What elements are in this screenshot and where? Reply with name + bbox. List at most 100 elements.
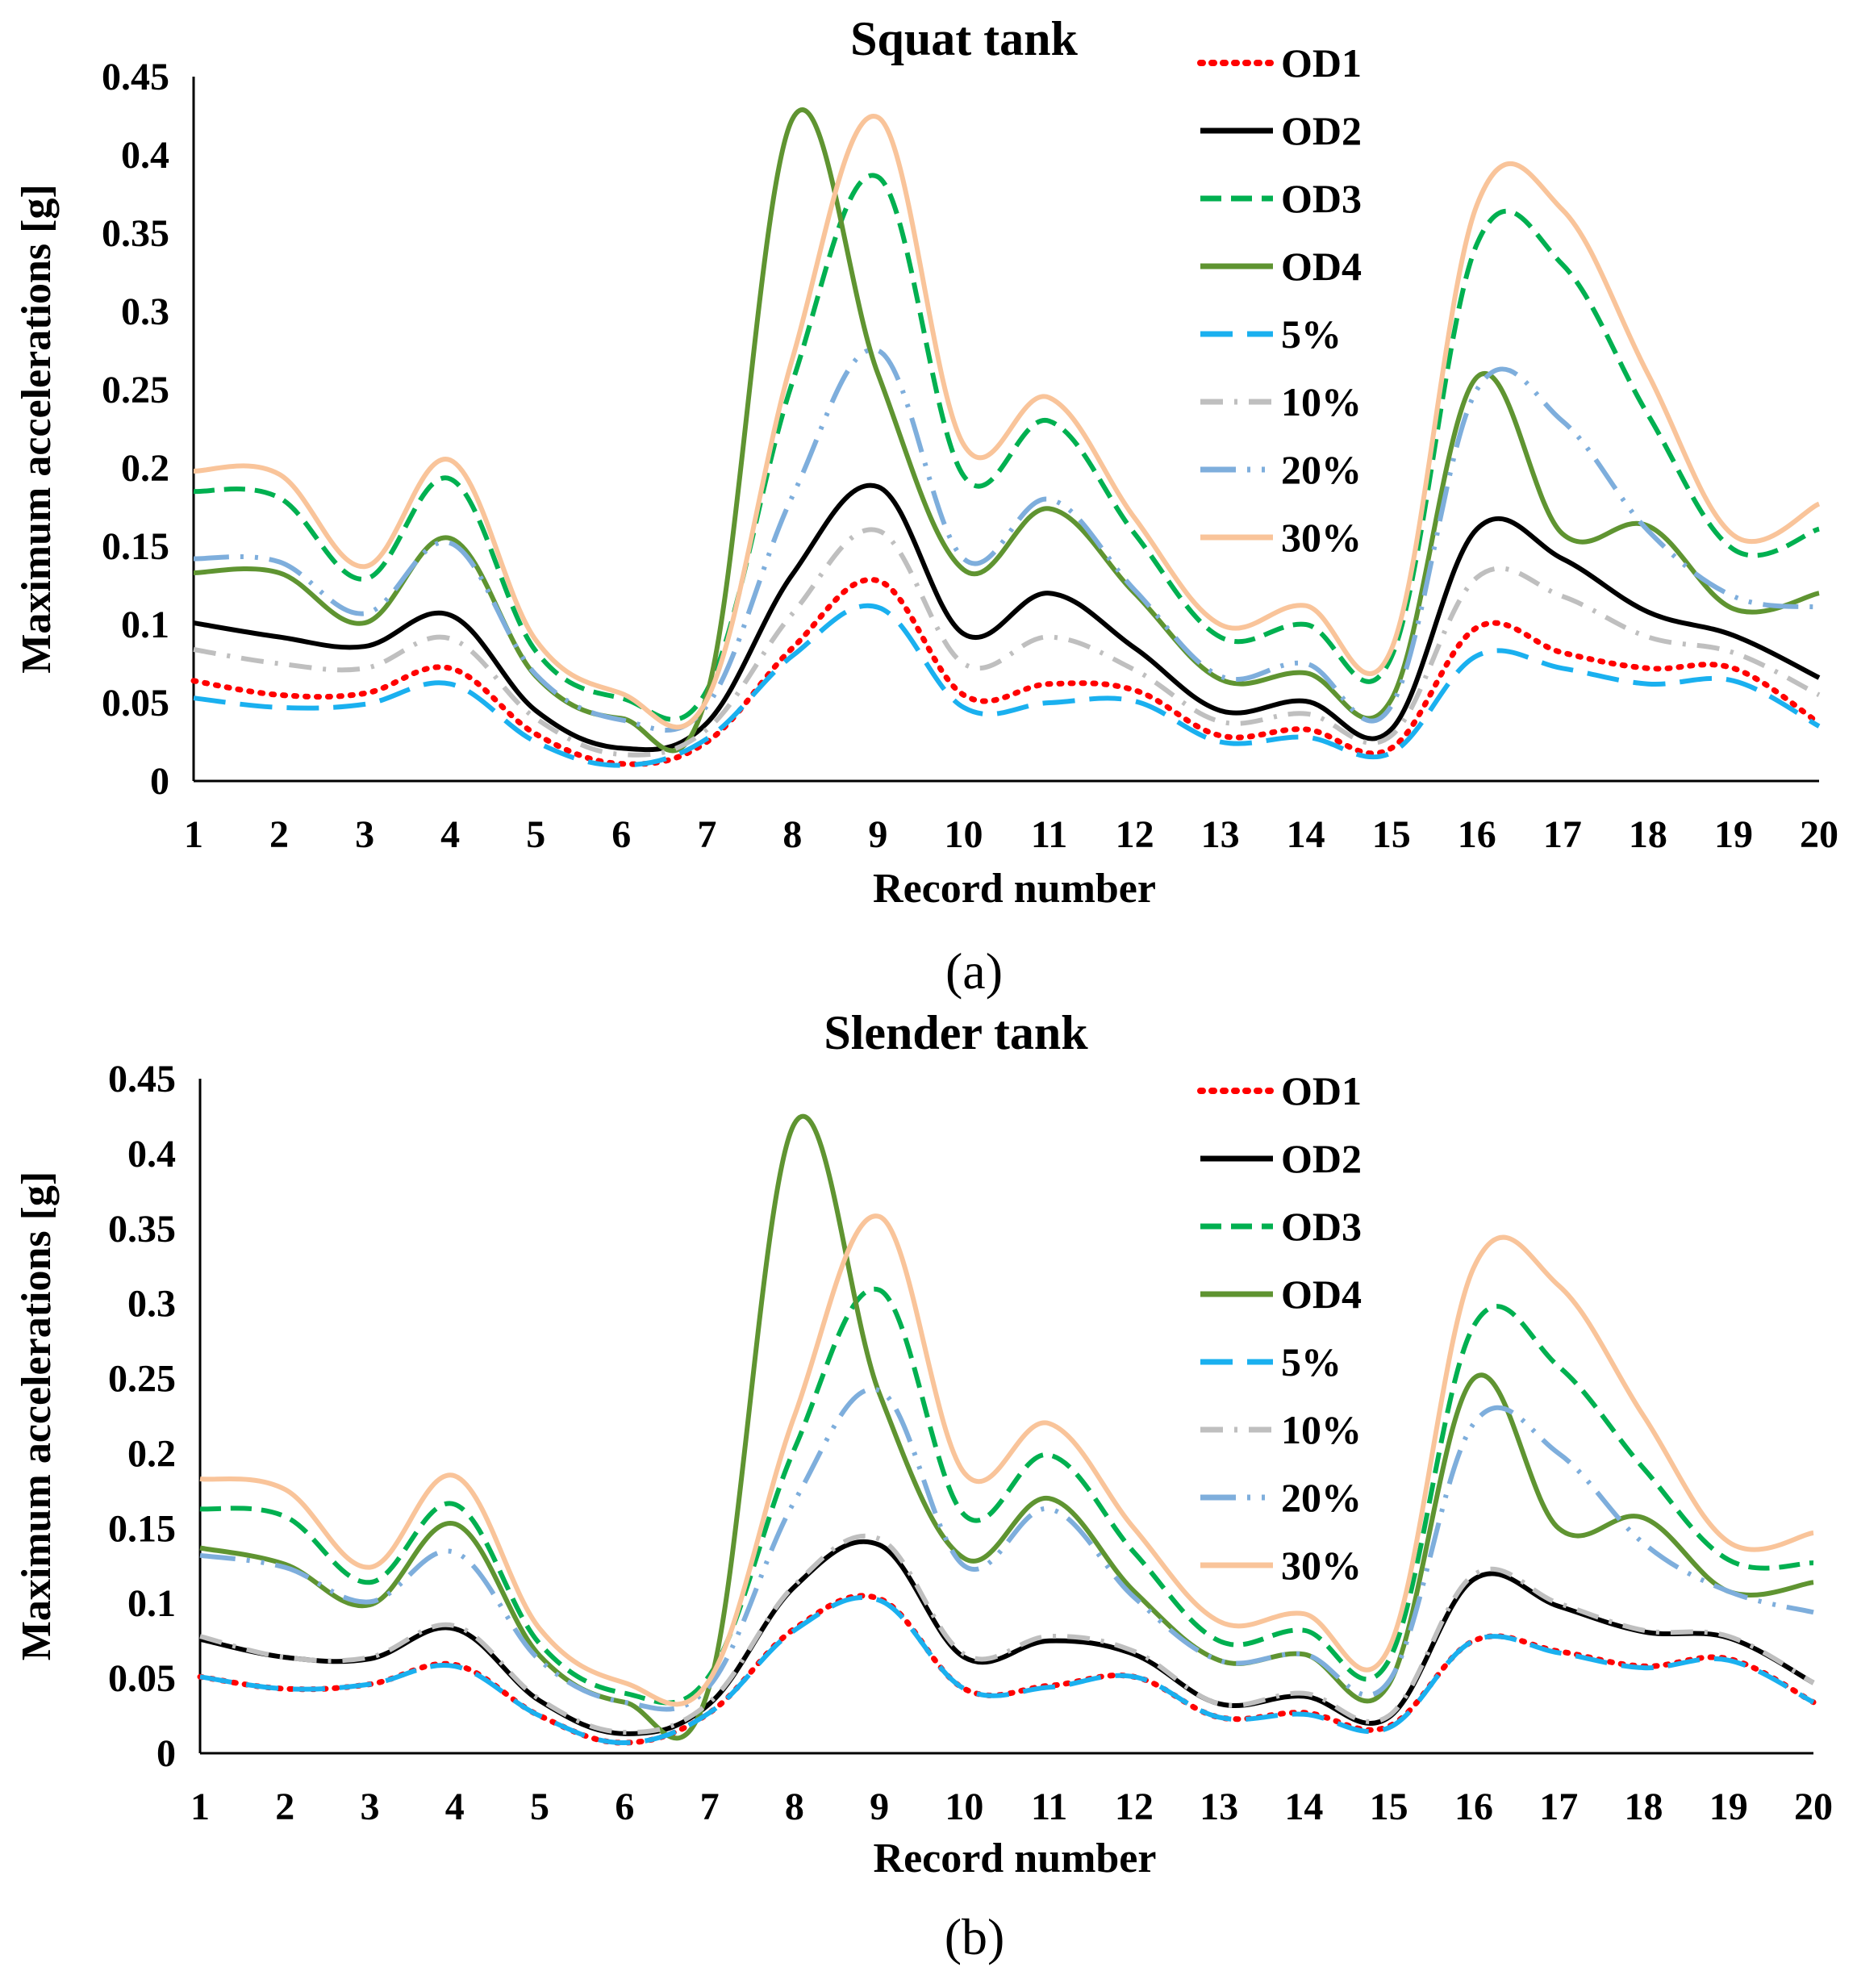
series-line-20pct [199,1386,1814,1712]
y-tick-label: 0.45 [102,56,169,98]
legend-entry: OD2 [1281,1136,1362,1181]
x-tick-label: 7 [700,1785,720,1828]
y-tick-label: 0.4 [121,134,169,177]
x-tick-label: 10 [944,813,983,856]
legend-entry: 5% [1281,311,1342,357]
x-tick-label: 15 [1372,813,1411,856]
series-line-od4 [193,107,1820,754]
y-tick-label: 0.45 [108,1058,176,1100]
series-line-od1 [197,1593,1817,1746]
series-line-5pct [199,1595,1815,1746]
x-tick-label: 12 [1115,1785,1154,1828]
x-tick-label: 1 [184,813,203,856]
y-tick-label: 0.05 [108,1657,176,1700]
x-tick-label: 20 [1794,1785,1833,1828]
x-tick-label: 5 [526,813,545,856]
legend-entry: OD1 [1281,40,1362,86]
x-tick-label: 9 [870,1785,889,1828]
y-tick-label: 0.15 [102,525,169,568]
legend-entry: 30% [1281,515,1362,560]
legend-entry: OD3 [1281,176,1362,221]
x-tick-label: 7 [697,813,716,856]
series-line-od1 [190,576,1822,767]
x-tick-label: 17 [1543,813,1582,856]
x-tick-label: 6 [615,1785,634,1828]
x-tick-label: 16 [1458,813,1496,856]
x-tick-label: 5 [530,1785,549,1828]
y-axis-label: Maximum accelerations [g] [14,1172,60,1660]
series-line-5pct [193,603,1821,768]
legend-entry: 30% [1281,1543,1362,1588]
x-tick-label: 14 [1287,813,1325,856]
x-tick-label: 10 [945,1785,983,1828]
x-tick-label: 17 [1539,1785,1578,1828]
x-tick-label: 8 [785,1785,804,1828]
x-tick-label: 20 [1800,813,1838,856]
x-tick-label: 13 [1200,1785,1238,1828]
panel-label: (b) [945,1908,1005,1965]
x-tick-label: 13 [1201,813,1240,856]
chart-panel-0: Squat tank 0 0.05 0.1 0.15 0.2 0.25 0.3 0.35 0.4 0… [14,12,1838,1000]
y-tick-label: 0.35 [108,1208,176,1251]
x-tick-label: 15 [1370,1785,1408,1828]
y-tick-label: 0.2 [127,1432,176,1475]
legend-entry: 5% [1281,1339,1342,1384]
x-tick-label: 4 [445,1785,465,1828]
legend-entry: OD2 [1281,108,1362,153]
series-line-od4 [199,1113,1814,1741]
x-tick-label: 3 [355,813,374,856]
legend-entry: 10% [1281,379,1362,424]
y-tick-label: 0.1 [121,604,169,646]
y-axis-label: Maximum accelerations [g] [14,184,60,673]
x-tick-label: 1 [190,1785,210,1828]
series-line-od2 [193,482,1821,753]
series-line-od2 [199,1539,1815,1736]
x-axis-label: Record number [873,866,1156,912]
series-line-od3 [199,1286,1814,1706]
y-tick-label: 0 [156,1732,176,1775]
x-tick-label: 12 [1116,813,1154,856]
y-tick-label: 0.05 [102,682,169,725]
series-line-od3 [193,173,1820,722]
legend-entry: OD4 [1281,1272,1362,1317]
x-axis-label: Record number [874,1836,1157,1881]
y-tick-label: 0.25 [108,1358,176,1401]
series-line-10pct [199,1533,1815,1735]
y-tick-label: 0.4 [127,1133,176,1176]
legend-entry: 20% [1281,1475,1362,1520]
x-tick-label: 2 [269,813,289,856]
y-tick-label: 0 [150,760,169,803]
series-line-10pct [193,527,1821,758]
x-tick-label: 11 [1031,1785,1067,1828]
x-tick-label: 4 [440,813,460,856]
chart-title: Slender tank [824,1006,1088,1059]
x-tick-label: 6 [611,813,631,856]
x-tick-label: 2 [275,1785,294,1828]
y-tick-label: 0.25 [102,369,169,411]
y-tick-label: 0.15 [108,1507,176,1550]
x-tick-label: 8 [782,813,802,856]
legend-entry: OD3 [1281,1204,1362,1249]
series-line-30pct [193,114,1821,730]
x-tick-label: 14 [1284,1785,1323,1828]
chart-panel-1: Slender tank 0 0.05 0.1 0.15 0.2 0.25 0.3 0.35 0.… [14,1006,1833,1965]
x-tick-label: 19 [1714,813,1753,856]
x-tick-label: 11 [1031,813,1067,856]
x-tick-label: 9 [868,813,887,856]
y-tick-label: 0.35 [102,212,169,255]
x-tick-label: 19 [1709,1785,1748,1828]
legend-entry: 10% [1281,1407,1362,1452]
series-line-30pct [199,1213,1814,1707]
x-tick-label: 18 [1624,1785,1663,1828]
panel-label: (a) [945,942,1003,1000]
x-tick-label: 3 [361,1785,380,1828]
x-tick-label: 18 [1629,813,1667,856]
legend-entry: OD1 [1281,1068,1362,1113]
series-line-20pct [193,347,1820,733]
y-tick-label: 0.3 [127,1283,176,1326]
y-tick-label: 0.3 [121,290,169,333]
y-tick-label: 0.2 [121,447,169,490]
legend-entry: 20% [1281,447,1362,492]
